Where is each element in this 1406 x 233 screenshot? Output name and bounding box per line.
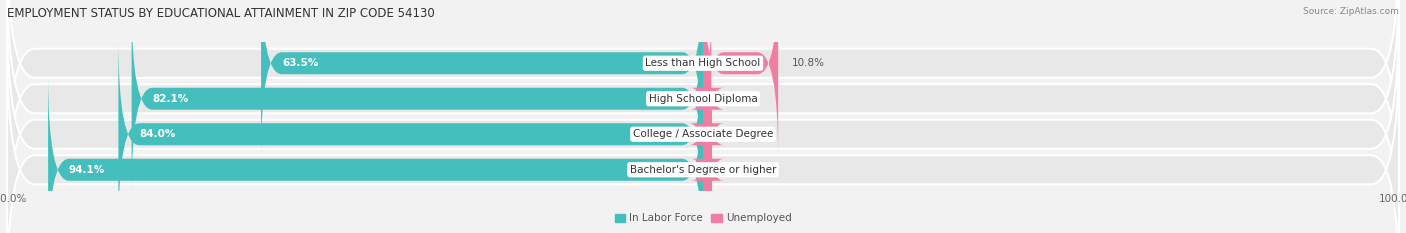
Text: 82.1%: 82.1% [152, 94, 188, 104]
Text: 1.2%: 1.2% [725, 94, 752, 104]
Text: 10.8%: 10.8% [792, 58, 825, 68]
FancyBboxPatch shape [7, 0, 1399, 226]
FancyBboxPatch shape [7, 0, 1399, 191]
Text: 84.0%: 84.0% [139, 129, 176, 139]
Text: 63.5%: 63.5% [283, 58, 318, 68]
FancyBboxPatch shape [48, 74, 703, 233]
FancyBboxPatch shape [690, 3, 724, 194]
FancyBboxPatch shape [7, 42, 1399, 233]
Text: Bachelor's Degree or higher: Bachelor's Degree or higher [630, 165, 776, 175]
Text: 94.1%: 94.1% [69, 165, 105, 175]
FancyBboxPatch shape [132, 3, 703, 194]
FancyBboxPatch shape [703, 0, 778, 159]
Text: 1.3%: 1.3% [725, 165, 752, 175]
Text: High School Diploma: High School Diploma [648, 94, 758, 104]
Text: 1.0%: 1.0% [724, 129, 751, 139]
FancyBboxPatch shape [262, 0, 703, 159]
Text: College / Associate Degree: College / Associate Degree [633, 129, 773, 139]
FancyBboxPatch shape [689, 39, 724, 230]
FancyBboxPatch shape [692, 74, 724, 233]
FancyBboxPatch shape [118, 39, 703, 230]
FancyBboxPatch shape [7, 7, 1399, 233]
Text: EMPLOYMENT STATUS BY EDUCATIONAL ATTAINMENT IN ZIP CODE 54130: EMPLOYMENT STATUS BY EDUCATIONAL ATTAINM… [7, 7, 434, 20]
Text: Source: ZipAtlas.com: Source: ZipAtlas.com [1303, 7, 1399, 16]
Legend: In Labor Force, Unemployed: In Labor Force, Unemployed [610, 209, 796, 228]
Text: Less than High School: Less than High School [645, 58, 761, 68]
